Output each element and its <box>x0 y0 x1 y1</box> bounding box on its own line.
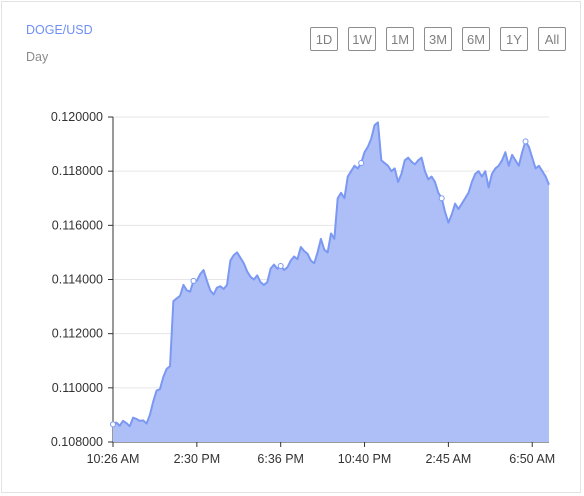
price-area <box>113 122 549 443</box>
y-axis: 0.120000 0.118000 0.116000 0.114000 0.112000… <box>51 110 114 449</box>
x-tick-label: 2:45 AM <box>425 452 471 466</box>
y-tick-label: 0.114000 <box>52 273 103 287</box>
y-tick-label: 0.120000 <box>51 110 103 124</box>
range-button-1w[interactable]: 1W <box>348 27 376 51</box>
data-point-marker[interactable] <box>522 138 529 145</box>
plot-area <box>110 121 550 443</box>
price-line <box>112 121 550 428</box>
range-button-all[interactable]: All <box>538 27 566 51</box>
y-tick-label: 0.116000 <box>52 218 103 232</box>
x-tick-label: 10:40 PM <box>338 452 392 466</box>
interval-label: Day <box>26 50 49 64</box>
data-point-marker[interactable] <box>277 262 284 269</box>
range-button-1d[interactable]: 1D <box>310 27 338 51</box>
range-button-1y[interactable]: 1Y <box>500 27 528 51</box>
pair-label: DOGE/USD <box>26 23 93 37</box>
x-tick-label: 6:36 PM <box>257 452 304 466</box>
x-axis: 10:26 AM 2:30 PM 6:36 PM 10:40 PM 2:45 AM 6:5… <box>87 441 555 466</box>
data-point-marker[interactable] <box>190 277 197 284</box>
y-tick-label: 0.112000 <box>52 327 103 341</box>
range-button-3m[interactable]: 3M <box>424 27 452 51</box>
data-point-marker[interactable] <box>358 160 365 167</box>
range-button-1m[interactable]: 1M <box>386 27 414 51</box>
y-tick-label: 0.118000 <box>52 164 103 178</box>
x-tick-label: 6:50 AM <box>509 452 555 466</box>
range-button-6m[interactable]: 6M <box>462 27 490 51</box>
x-tick-label: 2:30 PM <box>174 452 221 466</box>
y-tick-label: 0.108000 <box>51 435 103 449</box>
range-selector: 1D 1W 1M 3M 6M 1Y All <box>310 27 566 51</box>
data-point-marker[interactable] <box>110 421 116 428</box>
y-tick-label: 0.110000 <box>52 381 103 395</box>
data-point-marker[interactable] <box>438 195 445 202</box>
x-tick-label: 10:26 AM <box>87 452 140 466</box>
